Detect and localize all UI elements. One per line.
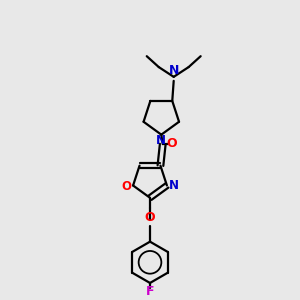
Text: O: O bbox=[167, 137, 177, 150]
Text: N: N bbox=[169, 64, 179, 77]
Text: O: O bbox=[122, 180, 132, 193]
Text: O: O bbox=[144, 211, 155, 224]
Text: N: N bbox=[169, 179, 179, 192]
Text: F: F bbox=[146, 284, 154, 298]
Text: N: N bbox=[156, 134, 166, 147]
